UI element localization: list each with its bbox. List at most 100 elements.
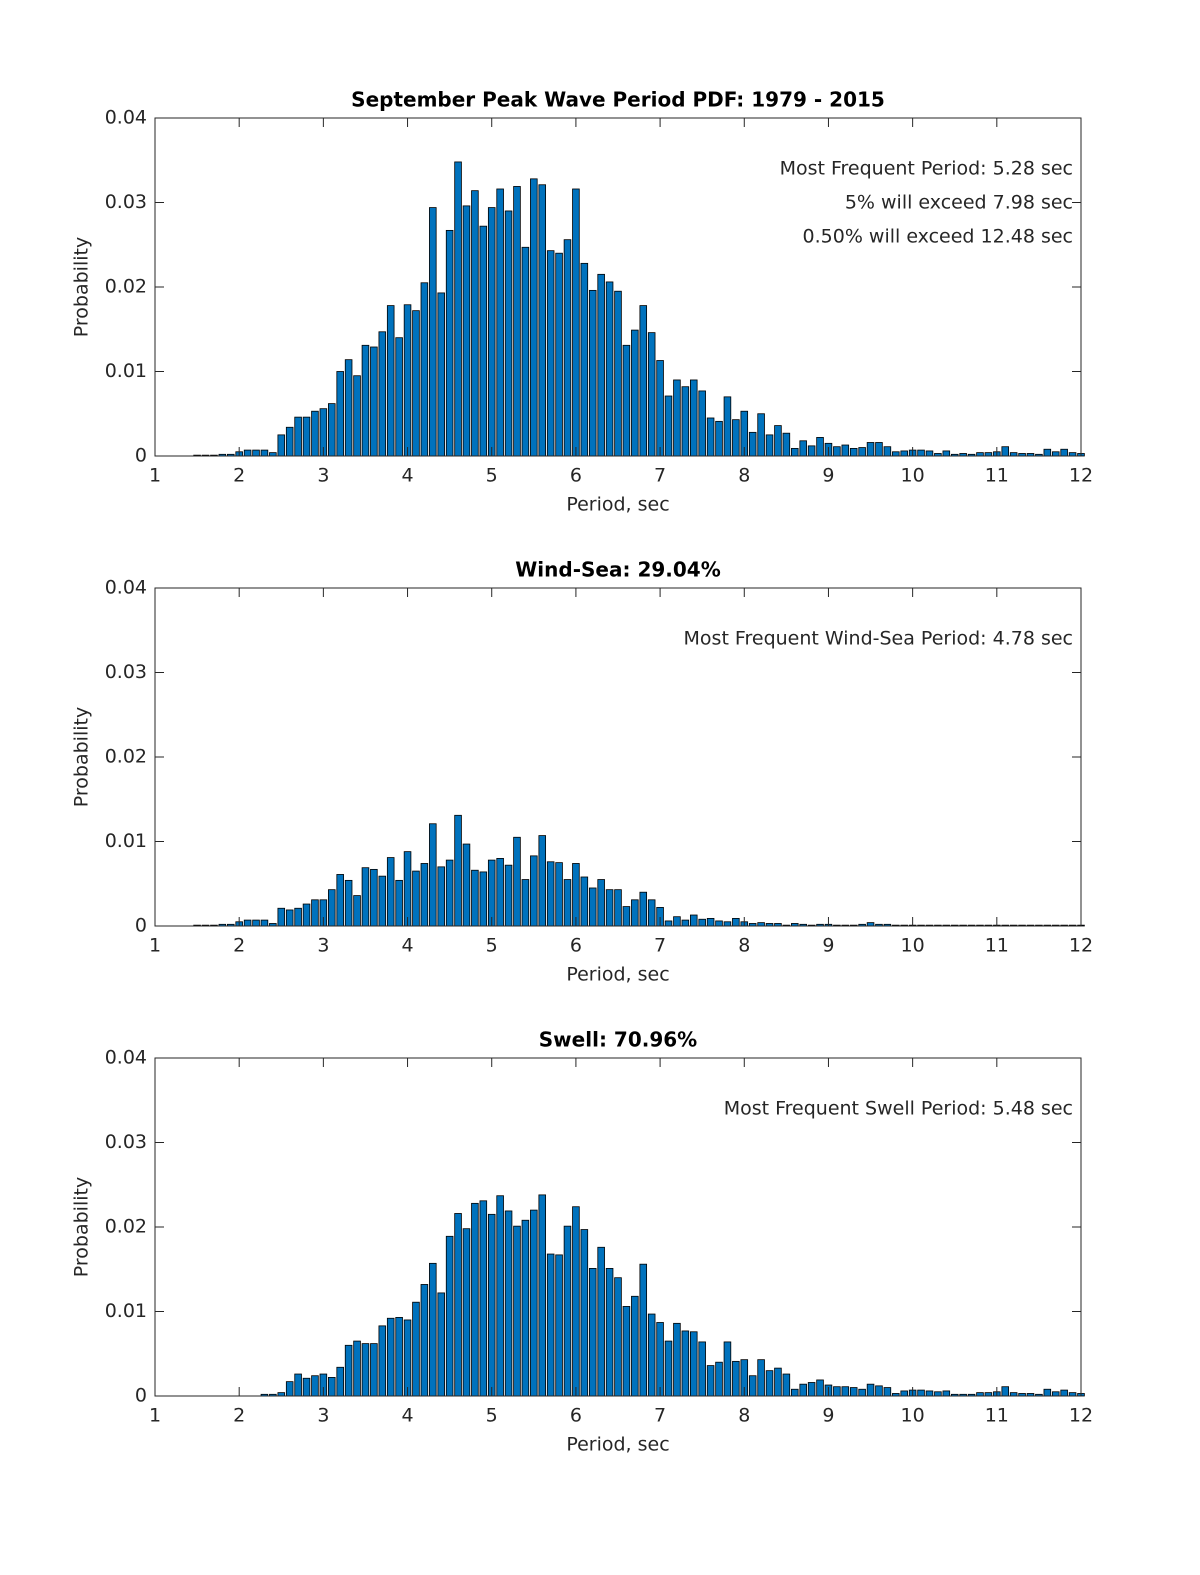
x-tick-label: 12 <box>1069 935 1093 957</box>
bar <box>437 1292 445 1397</box>
bar <box>361 1343 370 1397</box>
x-axis-label: Period, sec <box>566 494 669 516</box>
bar <box>420 1284 429 1397</box>
bar <box>454 814 462 927</box>
bar <box>1043 448 1052 457</box>
bar <box>403 1319 412 1397</box>
bar <box>900 1390 908 1397</box>
x-tick-label: 9 <box>822 1405 834 1427</box>
bar <box>1068 452 1077 457</box>
bar <box>723 921 732 927</box>
bar <box>294 907 302 927</box>
bar <box>353 1340 361 1397</box>
bar <box>437 292 445 457</box>
bar <box>269 452 277 457</box>
bar <box>285 909 294 927</box>
bar <box>765 1370 774 1397</box>
bar <box>799 440 807 457</box>
bar <box>311 410 319 457</box>
bar <box>336 1366 344 1397</box>
bar <box>622 344 631 457</box>
x-tick-label: 12 <box>1069 1405 1093 1427</box>
bar <box>833 1386 841 1397</box>
bar <box>681 919 690 927</box>
chart-title: Wind-Sea: 29.04% <box>515 558 721 582</box>
y-tick-label: 0.01 <box>105 1300 147 1322</box>
bar <box>723 396 732 457</box>
bar <box>614 290 622 457</box>
bar <box>976 452 984 457</box>
chart-title: Swell: 70.96% <box>539 1028 697 1052</box>
bar <box>1001 446 1010 457</box>
bar <box>698 1341 706 1397</box>
bar <box>673 916 681 927</box>
x-tick-label: 1 <box>149 1405 161 1427</box>
bar <box>689 379 698 457</box>
bar <box>445 1235 454 1397</box>
x-tick-label: 11 <box>985 465 1009 487</box>
x-tick-label: 4 <box>401 1405 413 1427</box>
bar <box>917 1389 925 1397</box>
y-tick-label: 0.01 <box>105 360 147 382</box>
bar <box>471 1202 479 1397</box>
bar <box>487 859 496 927</box>
bar <box>563 239 572 457</box>
bar <box>866 442 875 457</box>
bar <box>614 1277 622 1397</box>
bar <box>782 1373 791 1397</box>
bar <box>833 446 841 457</box>
bar <box>386 857 395 927</box>
bar <box>588 887 597 927</box>
y-tick-label: 0.02 <box>105 1216 147 1238</box>
x-tick-label: 10 <box>901 935 925 957</box>
bar <box>732 1360 740 1397</box>
bar <box>639 305 648 457</box>
y-tick-label: 0.03 <box>105 1131 147 1153</box>
x-tick-label: 8 <box>738 465 750 487</box>
bar <box>622 1306 631 1397</box>
bar <box>1051 1391 1060 1397</box>
annotation: 0.50% will exceed 12.48 sec <box>803 226 1073 248</box>
y-axis-label: Probability <box>71 1177 93 1277</box>
x-tick-label: 11 <box>985 935 1009 957</box>
bar <box>765 434 774 457</box>
bar <box>917 449 925 457</box>
bar <box>875 442 883 457</box>
bar <box>639 1263 648 1397</box>
bar <box>1001 1386 1010 1397</box>
bar <box>538 1194 547 1397</box>
y-tick-label: 0.02 <box>105 276 147 298</box>
bar <box>572 863 580 927</box>
y-tick-label: 0.02 <box>105 746 147 768</box>
bar <box>420 863 429 927</box>
bar <box>858 447 866 457</box>
bar <box>900 450 908 457</box>
bar <box>597 1246 605 1397</box>
bar <box>370 868 378 927</box>
bar <box>942 450 951 457</box>
bar <box>555 252 563 457</box>
bar <box>656 1322 664 1397</box>
bar <box>647 332 656 457</box>
bar <box>513 836 521 927</box>
bar <box>445 229 454 457</box>
y-tick-label: 0 <box>135 445 147 467</box>
bar <box>732 419 740 457</box>
bar <box>361 344 370 457</box>
y-tick-label: 0.03 <box>105 661 147 683</box>
x-tick-label: 9 <box>822 935 834 957</box>
bar <box>706 1365 715 1397</box>
bar <box>849 447 858 457</box>
bar <box>252 449 260 457</box>
x-tick-label: 6 <box>570 1405 582 1427</box>
bar <box>395 1317 403 1397</box>
bar <box>925 450 934 457</box>
bar <box>294 1373 302 1397</box>
bar <box>664 920 673 927</box>
bar <box>328 1377 336 1397</box>
bar <box>782 432 791 457</box>
bar <box>462 843 471 927</box>
bar <box>622 906 631 927</box>
bar <box>580 1229 589 1397</box>
bar <box>243 449 252 457</box>
